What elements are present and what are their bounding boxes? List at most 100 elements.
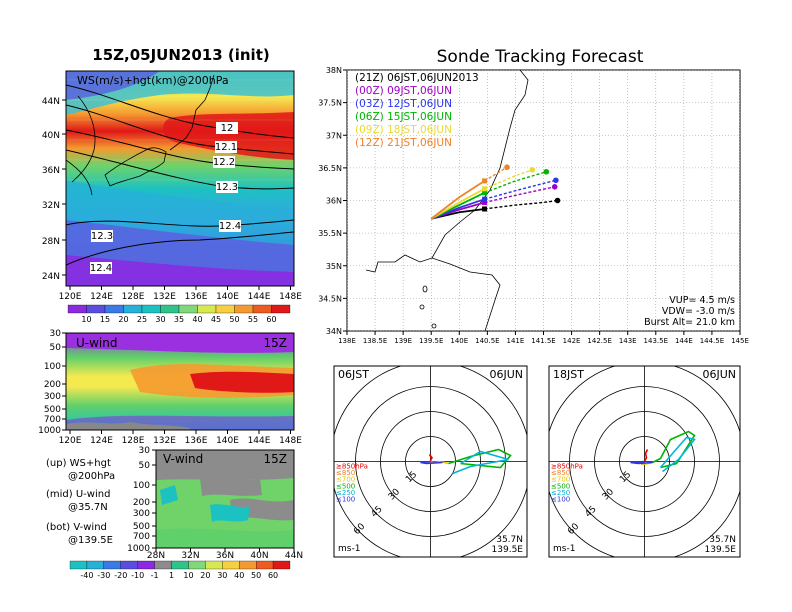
note-line2: @200hPa [68, 471, 115, 482]
track-x-tick: 141E [507, 337, 525, 345]
track-legend-entry: (12Z) 21JST,06JUN [355, 137, 452, 149]
hodograph-legend-entry: ≥850hPa [551, 463, 583, 471]
track-series-dashed [484, 166, 508, 182]
note-line1: (mid) U-wind [46, 489, 110, 500]
hodograph-legend-entry: ≤250 [551, 489, 570, 497]
note-line2: @35.7N [68, 502, 108, 513]
uwind-time: 15Z [264, 336, 288, 350]
hodograph-units: ms-1 [553, 544, 575, 554]
track-series-dashed [484, 186, 555, 204]
track-y-tick: 35N [326, 262, 342, 271]
map-lon-tick: 120E [59, 292, 82, 302]
hodograph-legend-entry: ≤850 [551, 469, 570, 477]
hodograph-trace [452, 450, 509, 475]
hodograph-trace [652, 430, 696, 469]
track-title: Sonde Tracking Forecast [437, 47, 644, 67]
track-annotation: VDW= -3.0 m/s [662, 306, 735, 317]
wind-colorbar-tick: 40 [234, 571, 244, 580]
map-lon-tick: 132E [153, 292, 176, 302]
ws-colorbar-tick: 50 [229, 315, 239, 324]
track-legend-entry: (09Z) 18JST,06JUN [355, 124, 452, 136]
hodograph-lat: 35.7N [496, 535, 523, 545]
uwind-lon-tick: 124E [90, 436, 113, 446]
contour-label: 12.2 [213, 157, 235, 168]
track-midpoint [482, 206, 488, 212]
ws-colorbar-tick: 45 [211, 315, 221, 324]
wind-colorbar-tick: -40 [80, 571, 93, 580]
hodograph-trace [643, 449, 649, 462]
hodograph-time-label: 06JST [338, 368, 369, 381]
track-midpoint [482, 178, 488, 184]
vwind-lat-tick: 40N [250, 551, 268, 561]
wind-colorbar-tick: -10 [131, 571, 144, 580]
vwind-pressure-tick: 500 [133, 522, 150, 532]
track-x-tick: 139E [394, 337, 412, 345]
track-y-tick: 37.5N [318, 99, 342, 108]
vwind-pressure-tick: 200 [133, 498, 150, 508]
contour-label: 12.1 [215, 142, 237, 153]
track-series-dashed [484, 171, 547, 194]
ws-colorbar-tick: 10 [81, 315, 91, 324]
wind-colorbar-tick: -20 [114, 571, 127, 580]
wind-colorbar-tick: 30 [217, 571, 227, 580]
track-x-tick: 142.5E [587, 337, 611, 345]
hodograph-trace [448, 448, 512, 469]
ws-colorbar-tick: 60 [266, 315, 276, 324]
hodograph-trace [428, 454, 434, 462]
map-lat-tick: 24N [42, 272, 60, 282]
track-x-tick: 141.5E [531, 337, 555, 345]
track-midpoint [482, 196, 488, 202]
track-y-tick: 34.5N [318, 294, 342, 303]
ws-map-label: WS(m/s)+hgt(km)@200hPa [77, 74, 229, 87]
vwind-pressure-tick: 300 [133, 509, 150, 519]
ws-colorbar-tick: 30 [155, 315, 165, 324]
track-series-dashed [484, 179, 557, 200]
hodograph-units: ms-1 [338, 544, 360, 554]
hodograph-trace [630, 460, 653, 465]
vwind-pressure-tick: 1000 [127, 544, 150, 554]
track-x-tick: 140.5E [475, 337, 499, 345]
uwind-pressure-tick: 100 [44, 362, 61, 372]
ws-colorbar-tick: 40 [192, 315, 202, 324]
track-endpoint [554, 197, 561, 204]
track-y-tick: 36.5N [318, 164, 342, 173]
map-lon-tick: 148E [279, 292, 302, 302]
wind-colorbar-tick: 20 [200, 571, 210, 580]
track-endpoint [529, 167, 536, 173]
hodograph-legend-entry: ≤100 [336, 496, 355, 504]
track-panel [346, 69, 741, 332]
track-x-tick: 143.5E [644, 337, 668, 345]
track-x-tick: 143E [619, 337, 637, 345]
uwind-lon-tick: 136E [185, 436, 208, 446]
vwind-time: 15Z [264, 452, 288, 466]
map-lon-tick: 124E [90, 292, 113, 302]
hodograph-lat: 35.7N [709, 535, 736, 545]
note-line1: (bot) V-wind [46, 522, 107, 533]
track-midpoint [482, 199, 488, 205]
map-lat-tick: 32N [42, 201, 60, 211]
hodograph-legend-entry: ≤500 [336, 482, 355, 490]
track-legend-entry: (00Z) 09JST,06JUN [355, 85, 452, 97]
map-lon-tick: 136E [185, 292, 208, 302]
uwind-lon-tick: 120E [59, 436, 82, 446]
hodograph-date-label: 06JUN [702, 368, 736, 381]
ws-colorbar-tick: 55 [248, 315, 258, 324]
hodograph-trace [420, 460, 443, 465]
contour-label: 12.4 [219, 221, 241, 232]
track-x-tick: 139.5E [419, 337, 443, 345]
track-y-tick: 37N [326, 131, 342, 140]
wind-colorbar-tick: -1 [151, 571, 159, 580]
note-line2: @139.5E [68, 535, 113, 546]
ws-colorbar-tick: 25 [137, 315, 147, 324]
panel-notes: (up) WS+hgt @200hPa (mid) U-wind @35.7N (bot… [46, 458, 115, 546]
note-line1: (up) WS+hgt [46, 458, 111, 469]
track-legend: (21Z) 06JST,06JUN2013(00Z) 09JST,06JUN(0… [355, 72, 479, 149]
vwind-pressure-tick: 30 [139, 446, 151, 456]
map-lat-tick: 44N [42, 97, 60, 107]
ws-colorbar-tick: 20 [118, 315, 128, 324]
uwind-lon-tick: 128E [122, 436, 145, 446]
track-legend-entry: (06Z) 15JST,06JUN [355, 111, 452, 123]
uwind-pressure-tick: 30 [50, 329, 62, 339]
track-x-tick: 142E [563, 337, 581, 345]
